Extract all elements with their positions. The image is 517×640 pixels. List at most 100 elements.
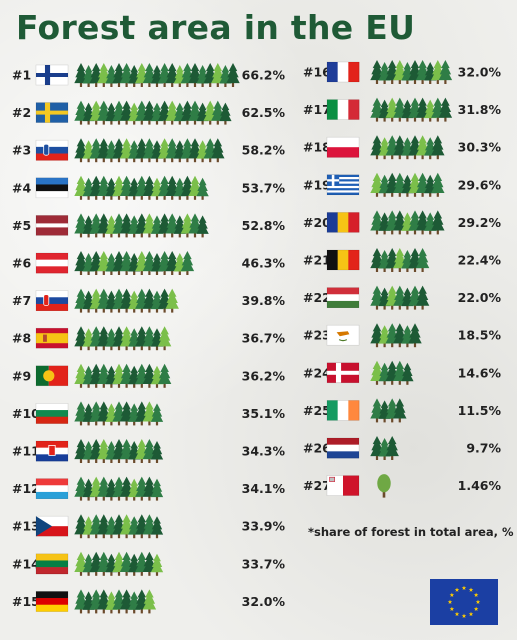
tree-icon	[408, 323, 422, 348]
rank-label: #7	[12, 293, 31, 308]
tree-icon	[128, 553, 141, 576]
tree-icon	[112, 363, 126, 388]
tree-icon	[196, 65, 209, 87]
rank-label: #21	[303, 253, 331, 268]
forest-bar	[74, 63, 240, 87]
flag-portugal-icon	[35, 365, 69, 387]
tree-icon	[431, 97, 445, 122]
tree-icon	[378, 362, 391, 385]
tree-icon	[82, 365, 95, 388]
flag-italy-icon	[326, 99, 360, 120]
chart-row: #2 62.5%	[12, 100, 286, 125]
tree-icon	[150, 215, 164, 238]
tree-icon	[150, 403, 164, 426]
tree-icon	[135, 175, 149, 200]
forest-bar	[370, 210, 445, 235]
tree-icon	[438, 60, 453, 84]
value-label: 46.3%	[242, 256, 286, 271]
chart-title: Forest area in the EU	[16, 8, 416, 47]
forest-bar	[370, 436, 399, 460]
star-icon	[475, 599, 481, 604]
tree-icon	[385, 172, 399, 197]
chart-row: #11 34.3%	[12, 439, 285, 463]
star-icon	[461, 613, 467, 618]
tree-icon	[89, 589, 103, 614]
tree-icon	[150, 177, 164, 200]
flag-belgium-icon	[326, 249, 360, 271]
tree-icon	[128, 215, 141, 238]
tree-icon	[377, 474, 391, 498]
tree-icon	[82, 553, 95, 576]
value-label: 29.2%	[458, 215, 502, 230]
tree-icon	[128, 140, 141, 163]
tree-icon	[378, 137, 391, 160]
rank-label: #23	[303, 328, 331, 343]
tree-icon	[105, 553, 118, 576]
tree-icon	[82, 591, 95, 614]
tree-icon	[415, 248, 430, 272]
tree-icon	[128, 102, 141, 125]
tree-icon	[82, 140, 95, 163]
rank-label: #10	[12, 406, 40, 421]
tree-icon	[173, 102, 186, 125]
tree-icon	[150, 328, 164, 351]
tree-icon	[112, 100, 126, 125]
tree-icon	[135, 589, 149, 614]
tree-icon	[401, 362, 414, 385]
rank-label: #3	[12, 143, 31, 158]
chart-row: #4 53.7%	[12, 175, 285, 200]
flag-austria-icon	[35, 252, 69, 274]
tree-icon	[89, 100, 103, 125]
tree-icon	[82, 65, 95, 87]
tree-icon	[82, 441, 95, 463]
tree-icon	[378, 287, 391, 310]
forest-bar	[74, 251, 195, 275]
forest-bar	[74, 363, 172, 388]
tree-icon	[105, 177, 118, 200]
tree-icon	[431, 60, 445, 84]
tree-icon	[112, 326, 126, 351]
value-label: 32.0%	[458, 65, 502, 80]
value-label: 62.5%	[242, 105, 286, 120]
flag-hungary-icon	[326, 287, 360, 308]
value-label: 66.2%	[242, 68, 286, 83]
tree-icon	[150, 102, 164, 125]
tree-icon	[89, 63, 103, 87]
tree-icon	[393, 398, 407, 423]
tree-icon	[408, 60, 422, 84]
tree-icon	[89, 363, 103, 388]
tree-icon	[385, 135, 399, 160]
chart-row: #24 14.6%	[303, 360, 501, 385]
tree-icon	[173, 215, 186, 238]
star-icon	[461, 585, 467, 590]
tree-icon	[385, 398, 399, 423]
tree-icon	[89, 551, 103, 576]
forest-bar	[74, 439, 164, 463]
value-label: 33.9%	[242, 519, 286, 534]
flag-latvia-icon	[35, 215, 69, 236]
tree-icon	[105, 365, 118, 388]
forest-bar	[74, 514, 164, 539]
forest-bar	[370, 323, 422, 348]
tree-icon	[105, 253, 118, 275]
tree-icon	[415, 285, 430, 310]
rank-label: #13	[12, 519, 40, 534]
star-icon	[468, 611, 474, 617]
tree-icon	[112, 589, 126, 614]
chart-row: #17 31.8%	[303, 97, 501, 122]
tree-icon	[401, 212, 414, 235]
chart-row: #26 9.7%	[303, 436, 501, 460]
forest-bar	[74, 175, 209, 200]
tree-icon	[157, 363, 172, 388]
tree-icon	[82, 403, 95, 426]
tree-icon	[385, 360, 399, 385]
rank-label: #16	[303, 65, 331, 80]
value-label: 34.1%	[242, 481, 286, 496]
rank-label: #5	[12, 218, 31, 233]
tree-icon	[401, 99, 414, 122]
value-label: 32.0%	[242, 594, 286, 609]
tree-icon	[82, 516, 95, 539]
flag-greece-icon	[326, 174, 360, 196]
value-label: 29.6%	[458, 177, 502, 192]
